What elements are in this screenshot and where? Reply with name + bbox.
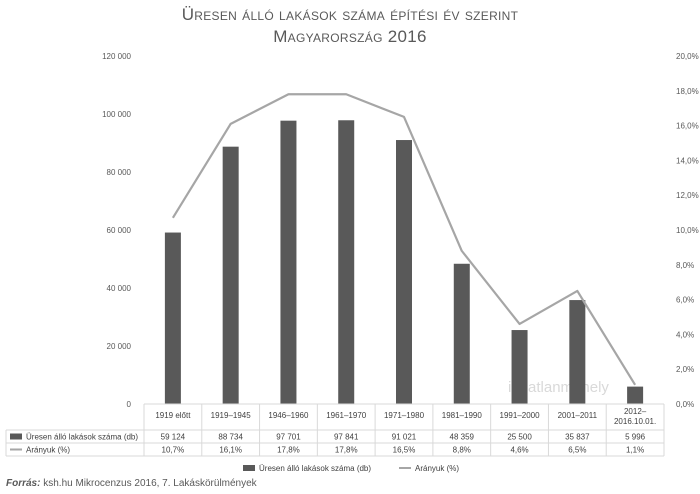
y-left-tick-label: 100 000 (102, 110, 131, 119)
table-cell-ratio: 8,8% (453, 446, 471, 455)
table-cell-count: 5 996 (625, 433, 646, 442)
source-note: Forrás: ksh.hu Mikrocenzus 2016, 7. Laká… (6, 478, 257, 489)
table-cell-count: 35 837 (565, 433, 590, 442)
y-left-tick-label: 60 000 (107, 226, 132, 235)
y-left-tick-label: 120 000 (102, 52, 131, 61)
table-cell-count: 97 841 (334, 433, 359, 442)
table-cell-ratio: 1,1% (626, 446, 644, 455)
legend-label-line: Arányuk (%) (415, 464, 459, 473)
category-label: 2001–2011 (558, 411, 598, 420)
table-cell-count: 48 359 (450, 433, 475, 442)
category-label: 1991–2000 (500, 411, 541, 420)
table-row-header: Arányuk (%) (26, 446, 70, 455)
source-label: Forrás: (6, 478, 41, 489)
bar-4 (338, 120, 355, 404)
category-label: 2016.10.01. (614, 417, 656, 426)
category-label: 1919–1945 (211, 411, 252, 420)
y-right-tick-label: 18,0% (676, 87, 699, 96)
y-left-tick-label: 0 (127, 400, 132, 409)
table-row-header: Üresen álló lakások száma (db) (26, 433, 138, 442)
table-cell-count: 59 124 (161, 433, 186, 442)
y-right-tick-label: 2,0% (676, 365, 694, 374)
y-left-tick-label: 40 000 (107, 284, 132, 293)
bar-1 (164, 232, 181, 404)
table-cell-count: 97 701 (276, 433, 301, 442)
y-left-tick-label: 80 000 (107, 168, 132, 177)
y-right-tick-label: 14,0% (676, 156, 699, 165)
table-cell-count: 91 021 (392, 433, 417, 442)
y-right-tick-label: 8,0% (676, 261, 694, 270)
table-cell-ratio: 4,6% (510, 446, 528, 455)
bar-8 (569, 300, 586, 404)
table-cell-ratio: 16,1% (219, 446, 242, 455)
y-left-tick-label: 20 000 (107, 342, 132, 351)
legend-label-bar: Üresen álló lakások száma (db) (259, 464, 371, 473)
table-cell-ratio: 10,7% (162, 446, 185, 455)
y-right-tick-label: 6,0% (676, 296, 694, 305)
table-cell-ratio: 16,5% (393, 446, 416, 455)
chart-title-line-1: Üresen álló lakások száma építési év sze… (181, 5, 519, 24)
y-right-tick-label: 10,0% (676, 226, 699, 235)
table-cell-count: 88 734 (218, 433, 243, 442)
bar-3 (280, 120, 297, 404)
y-right-tick-label: 12,0% (676, 191, 699, 200)
table-cell-count: 25 500 (507, 433, 532, 442)
chart-title: Üresen álló lakások száma építési év sze… (0, 4, 700, 48)
y-right-tick-label: 4,0% (676, 330, 694, 339)
y-right-tick-label: 16,0% (676, 122, 699, 131)
table-legend-key-bar (10, 433, 22, 440)
category-label: 2012– (624, 407, 647, 416)
table-cell-ratio: 6,5% (568, 446, 586, 455)
y-right-tick-label: 20,0% (676, 52, 699, 61)
bar-9 (627, 386, 644, 404)
y-right-tick-label: 0,0% (676, 400, 694, 409)
source-text: ksh.hu Mikrocenzus 2016, 7. Lakáskörülmé… (43, 478, 257, 489)
bar-5 (396, 140, 412, 404)
category-label: 1981–1990 (442, 411, 483, 420)
category-label: 1946–1960 (268, 411, 309, 420)
bar-7 (511, 330, 528, 404)
category-label: 1971–1980 (384, 411, 425, 420)
category-label: 1961–1970 (326, 411, 367, 420)
table-cell-ratio: 17,8% (277, 446, 300, 455)
legend-key-bar (243, 465, 255, 471)
bar-2 (222, 146, 239, 405)
chart-title-line-2: Magyarország 2016 (273, 27, 427, 46)
table-cell-ratio: 17,8% (335, 446, 358, 455)
bar-6 (453, 263, 470, 404)
category-label: 1919 előtt (155, 411, 191, 420)
